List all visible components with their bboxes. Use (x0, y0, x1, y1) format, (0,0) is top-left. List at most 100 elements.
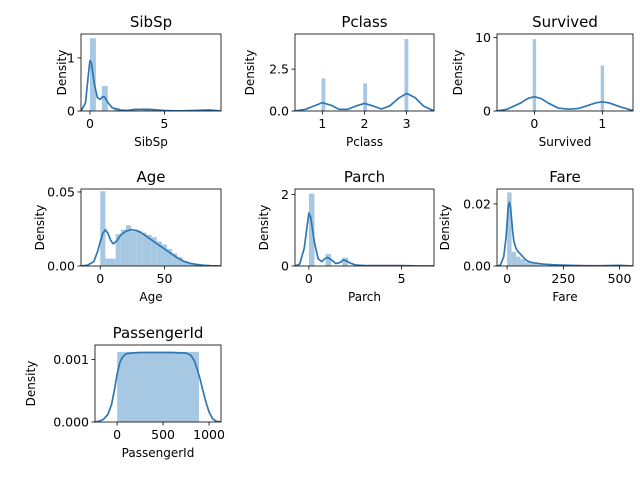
x-axis-label: Fare (552, 290, 577, 304)
kde-line (295, 92, 434, 111)
kde-line (95, 351, 221, 422)
y-axis-label: Density (438, 205, 452, 251)
y-tick-label: 1 (67, 50, 75, 65)
histogram-bar (151, 237, 157, 266)
subplot-title: Survived (532, 13, 598, 31)
subplot-title: Pclass (341, 13, 387, 31)
histogram-bar (110, 258, 116, 266)
histogram-bar (511, 251, 517, 266)
y-tick-label: 10 (475, 30, 491, 45)
x-tick-label: 1000 (193, 427, 225, 442)
histogram-bars (507, 192, 625, 266)
histogram-bar (172, 253, 178, 266)
subplot-parch: 0 5 0 2 Parch Parch Density (257, 168, 435, 304)
histogram-bar (600, 65, 605, 111)
histogram-bar (534, 264, 539, 266)
y-axis-label: Density (243, 50, 257, 96)
histogram-bars (532, 39, 605, 111)
y-tick-label: 0 (281, 259, 289, 274)
histogram-bar (146, 234, 152, 266)
y-tick-label: 0.00 (47, 259, 75, 274)
y-tick-label: 2 (281, 187, 289, 202)
histogram-bar (529, 263, 535, 266)
x-axis-label: Pclass (346, 135, 383, 149)
histogram-bar (100, 191, 106, 266)
kde-line (497, 95, 633, 111)
x-tick-label: 0 (530, 116, 538, 131)
axes-frame (80, 33, 222, 112)
histogram-bar (404, 39, 409, 111)
histogram-bar (117, 351, 200, 422)
histogram-bar (187, 263, 193, 266)
histogram-bar (105, 258, 111, 266)
x-tick-label: 250 (551, 271, 575, 286)
x-tick-label: 5 (398, 271, 406, 286)
histogram-bar (136, 230, 142, 266)
y-axis-label: Density (55, 50, 69, 96)
axes-frame (294, 188, 435, 267)
histogram-bar (141, 232, 147, 266)
histogram-bars (100, 191, 204, 266)
histogram-bar (342, 257, 348, 266)
y-axis-label: Density (33, 205, 47, 251)
axes-frame (94, 344, 222, 423)
subplot-age: 0 50 0.00 0.05 Age Age Density (33, 168, 222, 304)
histogram-bar (308, 193, 315, 266)
histogram-bar (516, 256, 521, 266)
histogram-bar (177, 257, 183, 266)
histogram-bar (321, 78, 326, 111)
subplot-fare: 0 250 500 0.00 0.02 Fare Fare Density (438, 168, 634, 304)
histogram-bar (167, 248, 173, 266)
axes-frame (80, 188, 222, 267)
y-tick-label: 0.0 (269, 104, 289, 119)
x-tick-label: 2 (361, 116, 369, 131)
axes-frame (496, 33, 634, 112)
x-axis-label: Age (139, 290, 162, 304)
subplot-pclass: 1 2 3 0.0 2.5 Pclass Pclass Density (243, 13, 435, 149)
kde-line (81, 228, 221, 266)
y-tick-label: 2.5 (269, 62, 289, 77)
kde-line (295, 212, 434, 266)
histogram-bar (363, 83, 368, 111)
subplot-title: Parch (344, 168, 385, 186)
x-tick-label: 3 (403, 116, 411, 131)
y-tick-label: 0.00 (463, 259, 491, 274)
x-tick-label: 500 (608, 271, 632, 286)
x-tick-label: 0 (113, 427, 121, 442)
histogram-bar (115, 234, 121, 266)
y-tick-label: 0.02 (463, 196, 491, 211)
x-axis-label: SibSp (134, 135, 168, 149)
y-tick-label: 0.001 (53, 352, 89, 367)
histogram-bars (89, 38, 210, 111)
x-axis-label: Parch (348, 290, 381, 304)
y-axis-label: Density (451, 50, 465, 96)
histogram-bar (182, 260, 188, 266)
axes-frame (496, 188, 634, 267)
x-tick-label: 5 (160, 116, 168, 131)
x-tick-label: 1 (598, 116, 606, 131)
histogram-bar (131, 231, 137, 266)
histogram-bar (507, 192, 512, 266)
x-axis-label: Survived (539, 135, 592, 149)
x-tick-label: 1 (318, 116, 326, 131)
x-tick-label: 50 (157, 271, 173, 286)
y-tick-label: 0.000 (53, 415, 89, 430)
histogram-bar (532, 39, 537, 111)
y-tick-label: 0 (67, 104, 75, 119)
subplot-title: PassengerId (113, 324, 204, 342)
y-axis-label: Density (257, 205, 271, 251)
histogram-bar (325, 253, 332, 266)
subplot-title: Age (136, 168, 165, 186)
x-tick-label: 0 (96, 271, 104, 286)
kde-line (497, 201, 633, 266)
x-axis-label: PassengerId (122, 446, 195, 460)
histogram-bars (308, 193, 404, 266)
x-tick-label: 0 (503, 271, 511, 286)
x-tick-label: 0 (86, 116, 94, 131)
histogram-bar (161, 244, 168, 266)
histogram-bars (117, 351, 200, 422)
subplot-title: SibSp (130, 13, 172, 31)
y-tick-label: 0 (483, 104, 491, 119)
